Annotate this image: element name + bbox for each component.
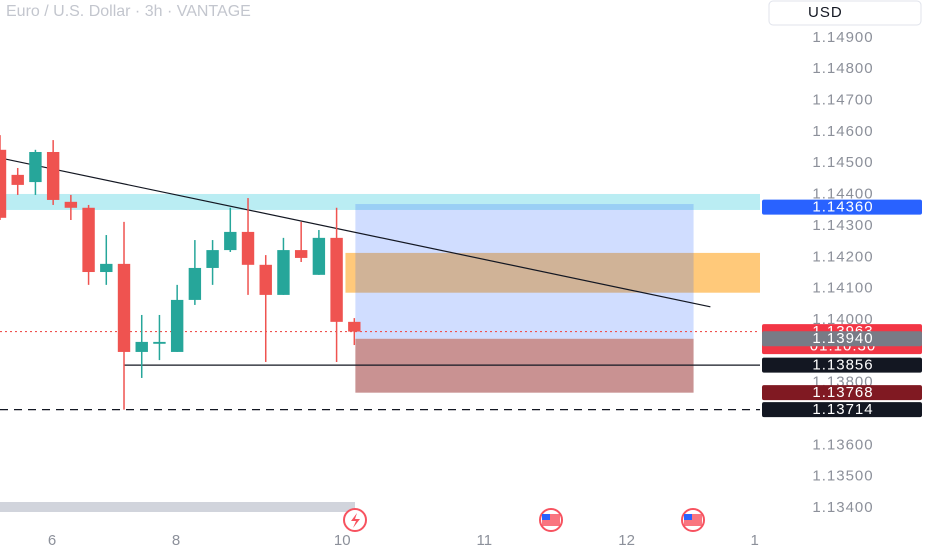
event-icon[interactable] — [539, 508, 563, 532]
price-label-box — [762, 385, 922, 401]
candle-body — [117, 263, 131, 352]
candle-body — [312, 237, 326, 275]
currency-button[interactable] — [768, 0, 922, 26]
y-tick-label: 1.14200 — [812, 248, 873, 265]
price-label-box — [762, 331, 922, 347]
y-tick-label: 1.13500 — [812, 468, 873, 485]
y-tick-label: 1.13400 — [812, 499, 873, 516]
zone — [355, 204, 694, 339]
candle-body — [170, 299, 184, 352]
candle-body — [259, 264, 272, 295]
zone — [345, 252, 760, 293]
price-label: 1.13714 — [812, 401, 873, 418]
y-tick-label: 1.14100 — [812, 280, 873, 297]
candle-body — [241, 231, 255, 265]
candle-body — [224, 231, 237, 251]
y-tick-label: 1.14700 — [812, 92, 873, 109]
event-icon[interactable] — [681, 508, 705, 532]
price-label-box — [762, 402, 922, 418]
candle-body — [100, 263, 113, 273]
candle-body — [294, 250, 308, 258]
event-bolt — [351, 513, 360, 528]
x-tick-label: 6 — [48, 532, 56, 549]
candle-body — [277, 250, 290, 295]
y-tick-label: 1.14400 — [812, 186, 873, 203]
chart-title: Euro / U.S. Dollar · 3h · VANTAGE — [6, 3, 251, 20]
candle-body — [330, 237, 343, 322]
candle-body — [0, 149, 7, 218]
candle-body — [188, 267, 202, 300]
event-flag-canton — [542, 514, 550, 520]
y-tick-label: 1.14500 — [812, 154, 873, 171]
zone — [355, 338, 694, 393]
y-tick-label: 1.14000 — [812, 311, 873, 328]
x-tick-label: 11 — [477, 532, 493, 549]
x-tick-label: 12 — [618, 532, 635, 549]
y-tick-label: 1.14600 — [812, 123, 873, 140]
event-icon[interactable] — [343, 508, 367, 532]
candle-body — [64, 201, 78, 208]
trendline — [0, 157, 711, 308]
event-flag-canton — [684, 514, 692, 520]
candle-body — [11, 174, 24, 185]
candle-body — [29, 151, 42, 183]
y-tick-label: 1.14900 — [812, 29, 873, 46]
candle-body — [348, 321, 361, 332]
price-label: 1.14360 — [812, 199, 873, 216]
x-tick-label: 8 — [172, 532, 180, 549]
candle-body — [46, 151, 60, 200]
price-label: 1.13768 — [812, 384, 873, 401]
price-label-box — [762, 199, 922, 215]
candle-body — [206, 250, 219, 268]
y-tick-label: 1.14800 — [812, 60, 873, 77]
candle-body — [153, 341, 166, 344]
price-label-box — [762, 357, 922, 373]
price-label: 1.13940 — [812, 330, 873, 347]
candle-body — [82, 207, 95, 273]
y-tick-label: 1.13600 — [812, 436, 873, 453]
currency-label: USD — [808, 4, 843, 21]
price-label: 1.13856 — [812, 357, 873, 374]
candle-body — [135, 341, 148, 352]
scrollbar[interactable] — [0, 502, 355, 512]
y-tick-label: 1.14300 — [812, 217, 873, 234]
x-tick-label: 10 — [334, 532, 351, 549]
x-tick-label: 1 — [751, 532, 759, 549]
